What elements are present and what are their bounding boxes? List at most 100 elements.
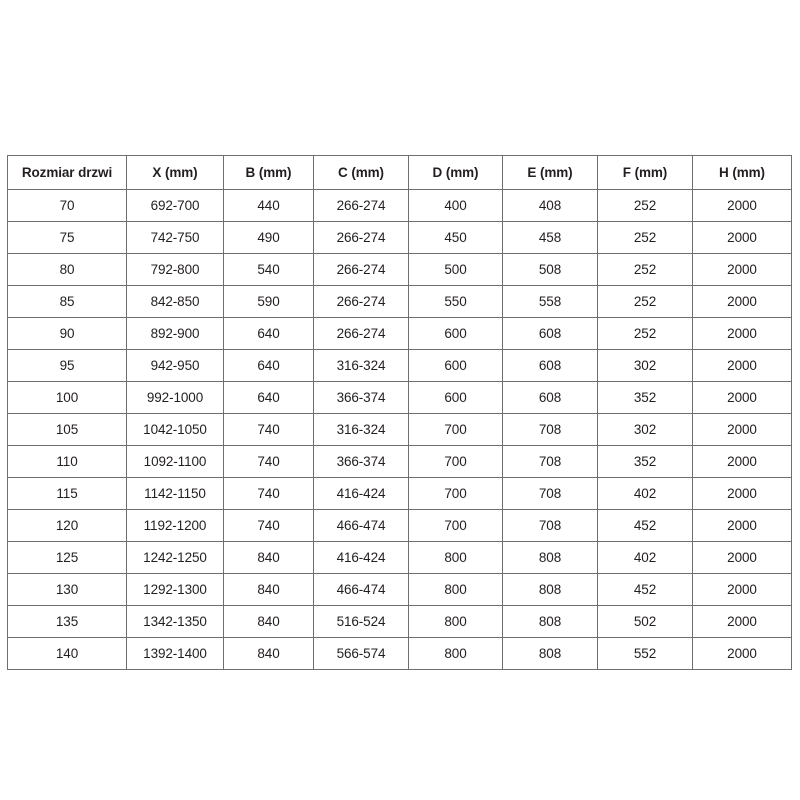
column-header-2: B (mm) xyxy=(223,155,314,190)
table-cell: 2000 xyxy=(692,381,792,414)
table-cell: 540 xyxy=(223,253,314,286)
table-cell: 450 xyxy=(408,221,503,254)
table-cell: 840 xyxy=(223,541,314,574)
table-row: 105 1042-1050 740 316-324 700 708 302 2000 xyxy=(7,413,792,446)
table-cell: 2000 xyxy=(692,541,792,574)
table-cell: 252 xyxy=(597,253,693,286)
table-row: 80 792-800 540 266-274 500 508 252 2000 xyxy=(7,253,792,286)
table-cell: 992-1000 xyxy=(126,381,224,414)
table-cell: 402 xyxy=(597,541,693,574)
table-cell: 452 xyxy=(597,509,693,542)
table-cell: 2000 xyxy=(692,349,792,382)
table-cell: 608 xyxy=(502,349,598,382)
door-size-spec-table: Rozmiar drzwi X (mm) B (mm) C (mm) D (mm) E (… xyxy=(7,155,792,670)
table-cell: 366-374 xyxy=(313,381,409,414)
table-cell: 550 xyxy=(408,285,503,318)
table-row: 115 1142-1150 740 416-424 700 708 402 2000 xyxy=(7,477,792,510)
column-header-1: X (mm) xyxy=(126,155,224,190)
table-cell: 692-700 xyxy=(126,189,224,222)
table-cell: 352 xyxy=(597,445,693,478)
cell-door-size: 100 xyxy=(7,381,127,414)
table-cell: 352 xyxy=(597,381,693,414)
cell-door-size: 130 xyxy=(7,573,127,606)
column-header-0: Rozmiar drzwi xyxy=(7,155,127,190)
table-cell: 466-474 xyxy=(313,573,409,606)
table-cell: 740 xyxy=(223,477,314,510)
table-cell: 740 xyxy=(223,413,314,446)
table-cell: 252 xyxy=(597,221,693,254)
table-cell: 800 xyxy=(408,605,503,638)
table-row: 70 692-700 440 266-274 400 408 252 2000 xyxy=(7,189,792,222)
table-cell: 558 xyxy=(502,285,598,318)
table-cell: 608 xyxy=(502,317,598,350)
column-header-5: E (mm) xyxy=(502,155,598,190)
table-cell: 500 xyxy=(408,253,503,286)
table-cell: 792-800 xyxy=(126,253,224,286)
table-cell: 266-274 xyxy=(313,285,409,318)
table-cell: 740 xyxy=(223,445,314,478)
table-cell: 942-950 xyxy=(126,349,224,382)
table-cell: 600 xyxy=(408,317,503,350)
table-cell: 640 xyxy=(223,381,314,414)
table-row: 95 942-950 640 316-324 600 608 302 2000 xyxy=(7,349,792,382)
table-cell: 1092-1100 xyxy=(126,445,224,478)
table-cell: 708 xyxy=(502,445,598,478)
table-cell: 2000 xyxy=(692,413,792,446)
table-cell: 502 xyxy=(597,605,693,638)
cell-door-size: 90 xyxy=(7,317,127,350)
spec-table-container: Rozmiar drzwi X (mm) B (mm) C (mm) D (mm) E (… xyxy=(7,155,792,670)
table-cell: 1042-1050 xyxy=(126,413,224,446)
table-row: 100 992-1000 640 366-374 600 608 352 2000 xyxy=(7,381,792,414)
table-cell: 2000 xyxy=(692,637,792,670)
table-cell: 2000 xyxy=(692,253,792,286)
cell-door-size: 105 xyxy=(7,413,127,446)
table-cell: 490 xyxy=(223,221,314,254)
table-row: 85 842-850 590 266-274 550 558 252 2000 xyxy=(7,285,792,318)
table-cell: 808 xyxy=(502,637,598,670)
table-cell: 416-424 xyxy=(313,477,409,510)
table-cell: 408 xyxy=(502,189,598,222)
table-cell: 2000 xyxy=(692,573,792,606)
table-cell: 840 xyxy=(223,637,314,670)
table-cell: 566-574 xyxy=(313,637,409,670)
table-cell: 700 xyxy=(408,509,503,542)
table-cell: 800 xyxy=(408,573,503,606)
table-cell: 266-274 xyxy=(313,221,409,254)
column-header-6: F (mm) xyxy=(597,155,693,190)
table-cell: 800 xyxy=(408,637,503,670)
table-row: 135 1342-1350 840 516-524 800 808 502 2000 xyxy=(7,605,792,638)
table-cell: 266-274 xyxy=(313,317,409,350)
table-cell: 416-424 xyxy=(313,541,409,574)
cell-door-size: 115 xyxy=(7,477,127,510)
cell-door-size: 85 xyxy=(7,285,127,318)
cell-door-size: 75 xyxy=(7,221,127,254)
cell-door-size: 140 xyxy=(7,637,127,670)
table-header: Rozmiar drzwi X (mm) B (mm) C (mm) D (mm) E (… xyxy=(7,155,792,190)
table-row: 125 1242-1250 840 416-424 800 808 402 2000 xyxy=(7,541,792,574)
table-cell: 2000 xyxy=(692,509,792,542)
table-cell: 1242-1250 xyxy=(126,541,224,574)
table-cell: 366-374 xyxy=(313,445,409,478)
table-row: 90 892-900 640 266-274 600 608 252 2000 xyxy=(7,317,792,350)
table-cell: 466-474 xyxy=(313,509,409,542)
table-cell: 302 xyxy=(597,349,693,382)
table-cell: 458 xyxy=(502,221,598,254)
table-row: 130 1292-1300 840 466-474 800 808 452 2000 xyxy=(7,573,792,606)
table-cell: 708 xyxy=(502,413,598,446)
cell-door-size: 110 xyxy=(7,445,127,478)
column-header-3: C (mm) xyxy=(313,155,409,190)
table-cell: 590 xyxy=(223,285,314,318)
table-header-row: Rozmiar drzwi X (mm) B (mm) C (mm) D (mm) E (… xyxy=(7,155,792,190)
table-cell: 1292-1300 xyxy=(126,573,224,606)
table-cell: 808 xyxy=(502,605,598,638)
cell-door-size: 125 xyxy=(7,541,127,574)
table-cell: 400 xyxy=(408,189,503,222)
table-cell: 608 xyxy=(502,381,598,414)
table-cell: 252 xyxy=(597,317,693,350)
table-cell: 452 xyxy=(597,573,693,606)
table-cell: 892-900 xyxy=(126,317,224,350)
table-cell: 440 xyxy=(223,189,314,222)
table-cell: 1392-1400 xyxy=(126,637,224,670)
table-cell: 840 xyxy=(223,573,314,606)
